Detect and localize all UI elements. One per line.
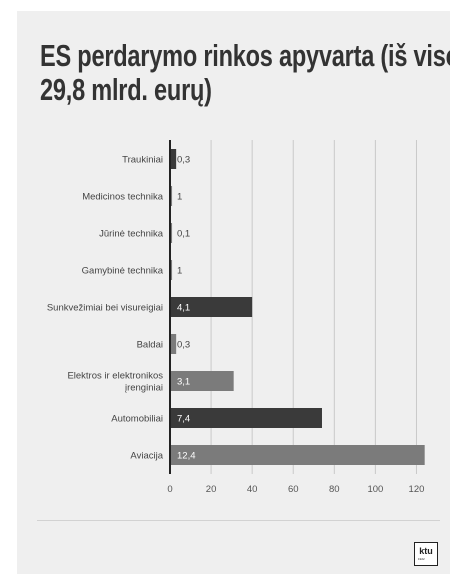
footer-divider (37, 520, 440, 521)
bar-value-label: 1 (177, 192, 182, 203)
bar-value-label: 3,1 (177, 377, 190, 388)
category-label: Traukiniai (122, 155, 163, 166)
x-tick-label: 100 (367, 484, 383, 495)
category-label: Medicinos technika (82, 192, 164, 203)
bar-value-label: 0,1 (177, 229, 190, 240)
bar (170, 445, 425, 465)
bar-value-label: 7,4 (177, 414, 190, 425)
category-label: įrenginiai (125, 383, 163, 394)
category-label: Sunkvežimiai bei visureigiai (47, 303, 163, 314)
bar-value-label: 0,3 (177, 340, 190, 351)
bar-value-label: 4,1 (177, 303, 190, 314)
category-label: Elektros ir elektronikos (67, 371, 163, 382)
ktu-logo: ktu 1922 (414, 542, 438, 566)
ktu-logo-subtext: 1922 (418, 557, 425, 561)
x-tick-label: 120 (409, 484, 425, 495)
bar (170, 149, 177, 169)
x-tick-label: 80 (329, 484, 340, 495)
bar (170, 260, 173, 280)
x-tick-label: 60 (288, 484, 299, 495)
ktu-logo-text: ktu (419, 546, 433, 556)
category-label: Gamybinė technika (82, 266, 164, 277)
x-tick-label: 0 (167, 484, 172, 495)
category-label: Automobiliai (111, 414, 163, 425)
chart-card: ES perdarymo rinkos apyvarta (iš viso 29… (17, 11, 450, 574)
category-label: Baldai (137, 340, 163, 351)
category-label: Aviacija (130, 451, 163, 462)
x-tick-label: 40 (247, 484, 258, 495)
bar-value-label: 0,3 (177, 155, 190, 166)
bar-value-label: 1 (177, 266, 182, 277)
bar (170, 408, 322, 428)
bar-chart: 0 20 40 60 80 100 120 0,3 Traukiniai 1 Medicinos t… (47, 140, 425, 495)
bar (170, 186, 173, 206)
chart-title-line-2: 29,8 mlrd. eurų) (40, 72, 212, 107)
x-tick-label: 20 (206, 484, 217, 495)
bar (170, 223, 173, 243)
bar (170, 297, 253, 317)
bar-value-label: 12,4 (177, 451, 196, 462)
bar (170, 334, 177, 354)
bar (170, 371, 234, 391)
category-label: Jūrinė technika (99, 229, 164, 240)
